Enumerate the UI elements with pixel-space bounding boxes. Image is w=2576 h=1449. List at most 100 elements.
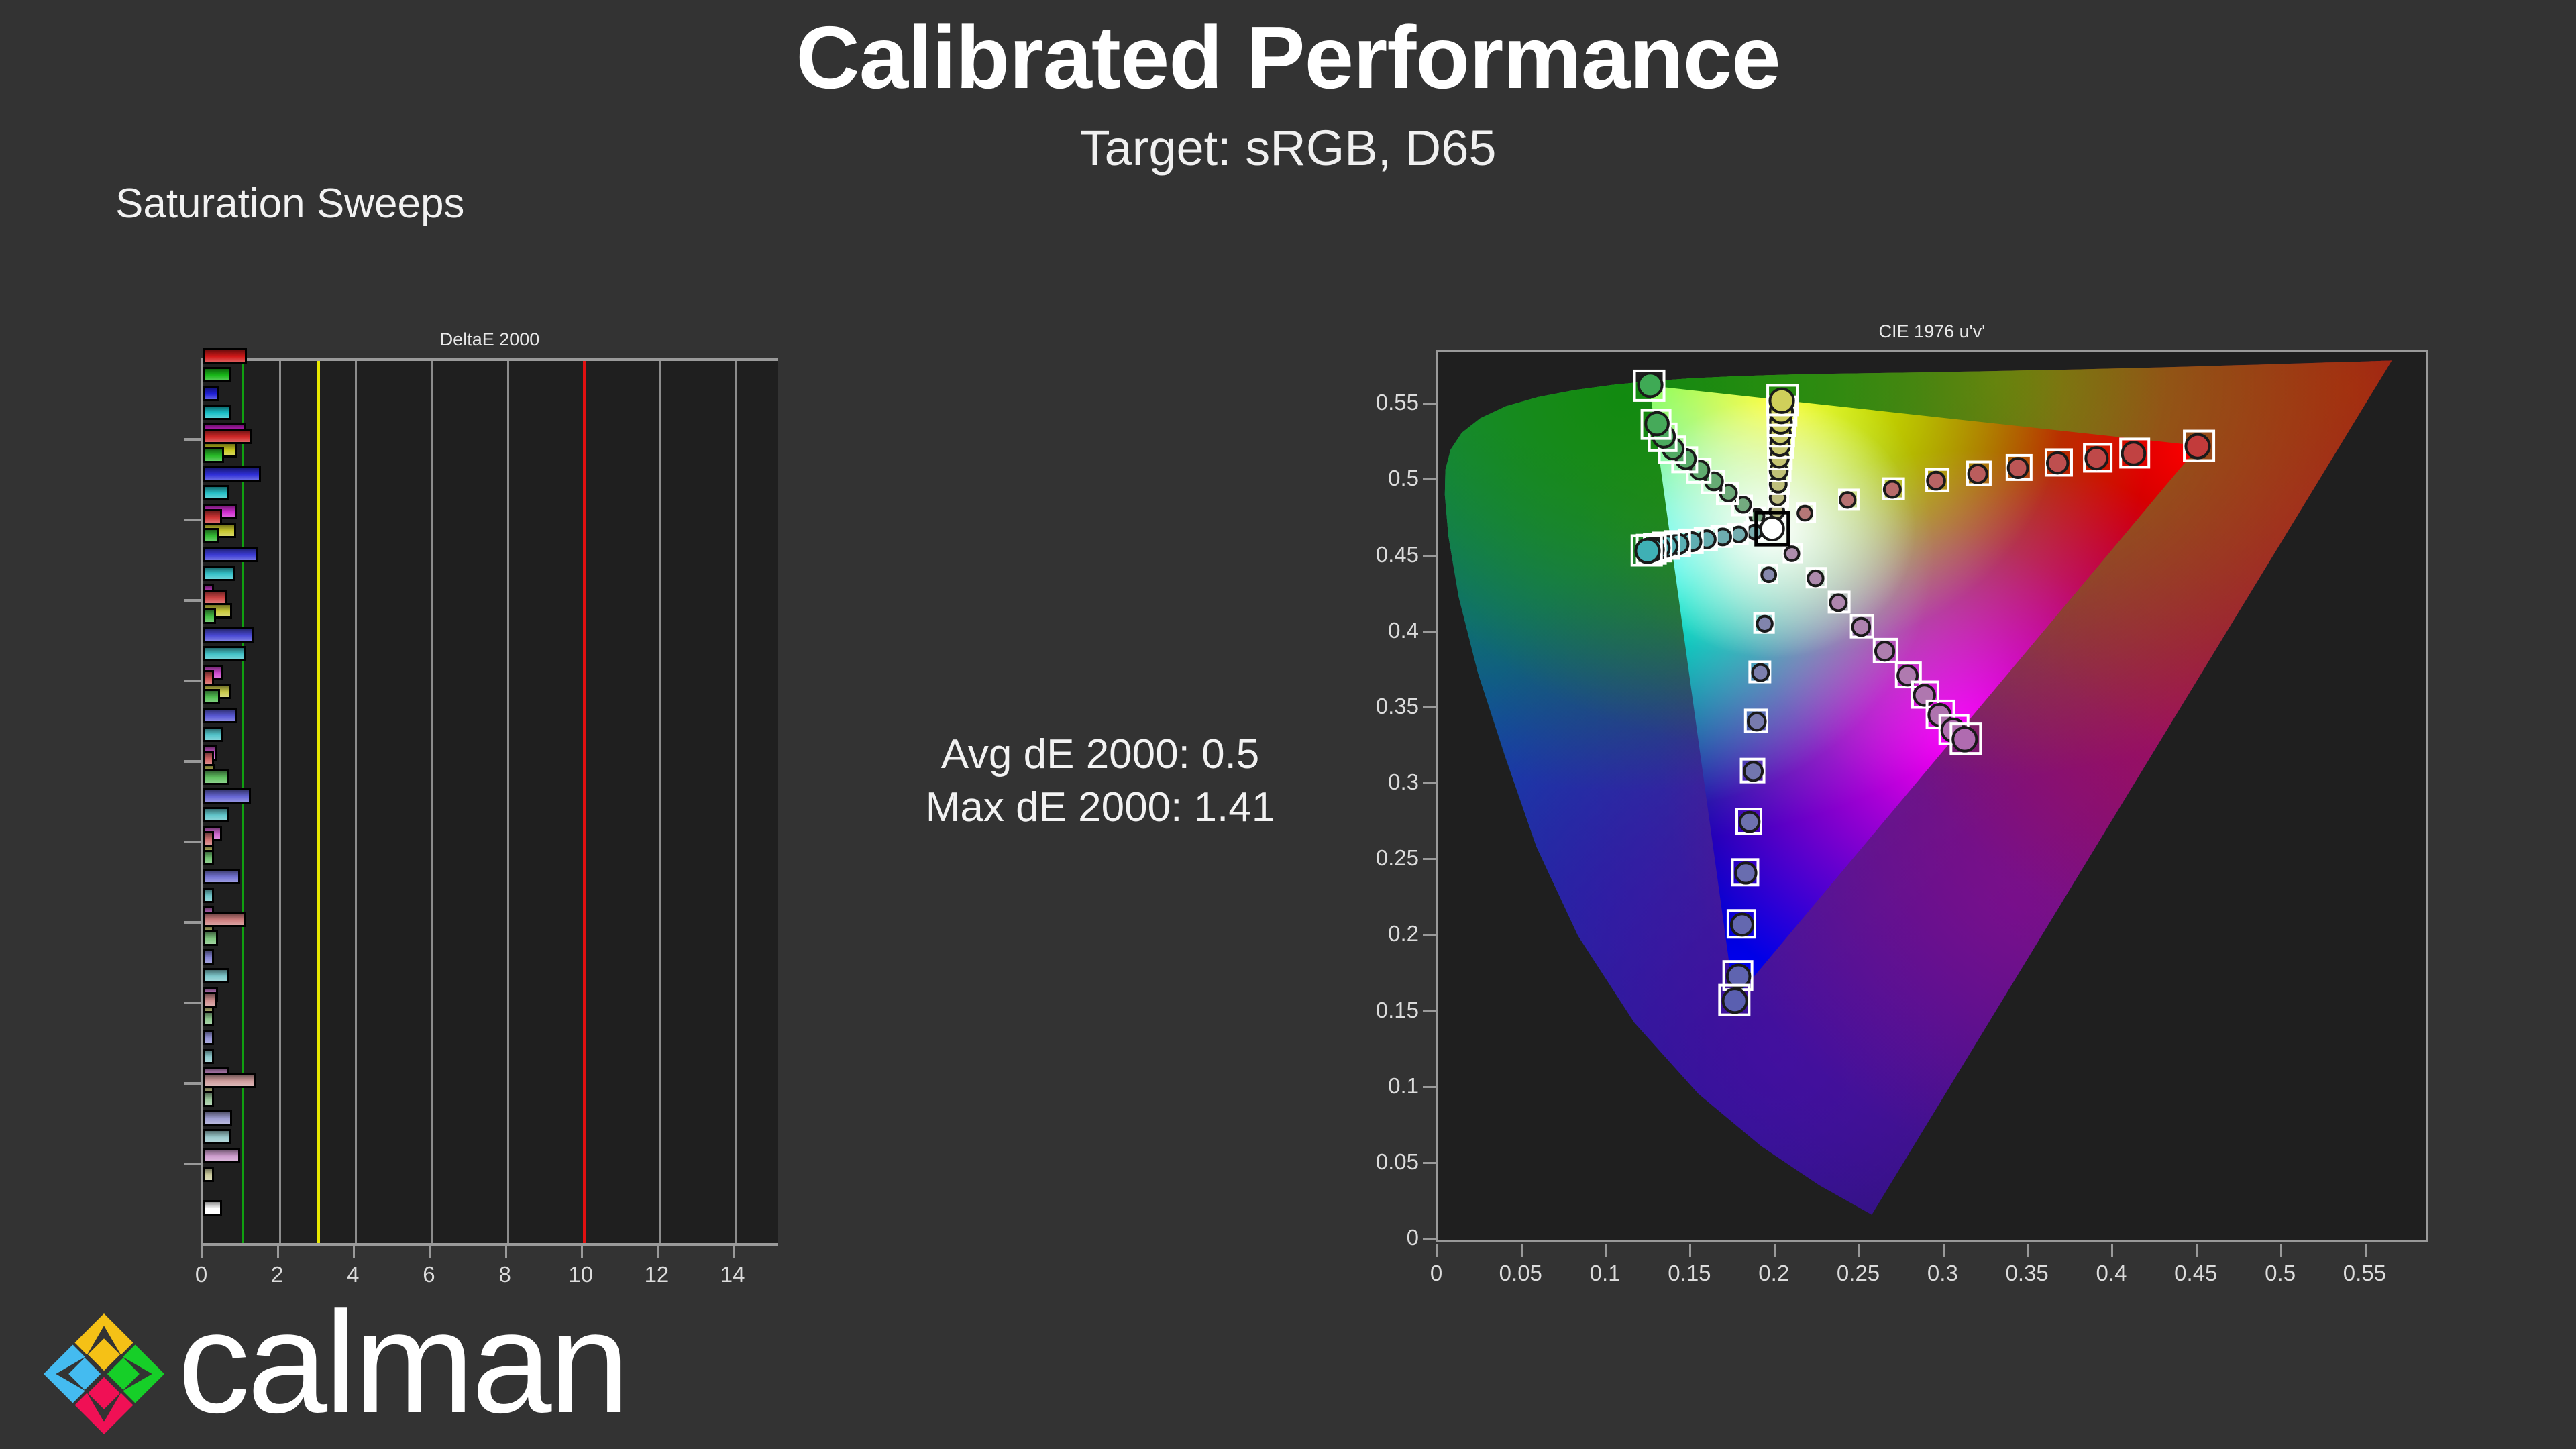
deltae-y-tick [184, 680, 201, 682]
deltae-bar [203, 849, 214, 865]
cie-x-tick [1774, 1244, 1776, 1257]
target-square [1872, 637, 1898, 663]
deltae-bar [203, 868, 241, 884]
logo-diamond-left [68, 1358, 101, 1390]
deltae-x-label: 2 [270, 1262, 284, 1287]
cie-x-label: 0 [1430, 1260, 1443, 1285]
cie-y-tick [1423, 782, 1436, 785]
deltae-x-label: 10 [568, 1262, 594, 1287]
deltae-x-tick [201, 1243, 203, 1258]
deltae-bar [203, 404, 231, 420]
cie-x-tick [2027, 1244, 2029, 1257]
cie-x-label: 0.35 [2005, 1260, 2049, 1285]
deltae-bar [203, 527, 219, 543]
measured-point [1768, 387, 1795, 414]
cie-x-label: 0.4 [2096, 1260, 2127, 1285]
deltae-bar [203, 769, 229, 785]
deltae-y-tick [184, 921, 201, 924]
cie-plot-area [1436, 350, 2428, 1242]
cie-y-tick [1423, 630, 1436, 633]
cie-y-tick [1423, 858, 1436, 861]
deltae-bar [203, 1048, 215, 1064]
deltae-y-tick [184, 519, 201, 521]
deltae-x-tick [429, 1243, 431, 1258]
measured-point [1896, 664, 1919, 687]
deltae-x-label: 8 [498, 1262, 511, 1287]
measured-point [1882, 480, 1902, 499]
logo-chevron-left [44, 1344, 85, 1403]
deltae-x-label: 14 [720, 1262, 745, 1287]
deltae-bar [203, 565, 235, 581]
measured-point [1967, 463, 1988, 485]
target-square [1726, 909, 1756, 939]
measured-point [1751, 663, 1770, 682]
cie-x-tick [2111, 1244, 2114, 1257]
cie-x-label: 0.1 [1589, 1260, 1621, 1285]
measured-point [1725, 963, 1752, 989]
measured-point [1734, 861, 1758, 885]
deltae-bar [203, 788, 251, 804]
measured-point [1729, 525, 1748, 543]
measured-point [1637, 372, 1664, 398]
deltae-bar [203, 1199, 222, 1216]
cie-y-label: 0.55 [1375, 390, 1419, 415]
deltae-bar [203, 887, 214, 903]
deltae-bar [203, 447, 225, 463]
cie-y-label: 0.1 [1388, 1073, 1419, 1098]
cie-x-tick [1520, 1244, 1523, 1257]
cie-x-tick [2364, 1244, 2367, 1257]
measured-point [1783, 545, 1801, 562]
deltae-bar [203, 1128, 231, 1144]
deltae-bar [203, 967, 229, 983]
measured-point [1689, 460, 1711, 481]
deltae-bar [203, 608, 216, 624]
deltae-bar [203, 466, 261, 482]
measured-point [2184, 433, 2211, 460]
measured-point [1913, 684, 1936, 707]
cie-x-tick [2196, 1244, 2198, 1257]
deltae-gridline [506, 361, 509, 1243]
sweep-markers [1630, 369, 2216, 1016]
cie-y-label: 0.2 [1388, 921, 1419, 947]
cie-x-tick [2280, 1244, 2283, 1257]
deltae-x-tick [580, 1243, 583, 1258]
target-square [2119, 437, 2151, 469]
deltae-y-tick [184, 599, 201, 602]
deltae-bar [203, 930, 219, 946]
cie-y-tick [1423, 1161, 1436, 1164]
cie-x-label: 0.45 [2174, 1260, 2218, 1285]
deltae-bar [203, 669, 214, 686]
target-square [1766, 384, 1799, 417]
deltae-y-tick [184, 841, 201, 843]
measured-point [2084, 446, 2109, 471]
target-square [1633, 369, 1666, 402]
measured-point [1951, 726, 1978, 753]
logo-chevron-bottom [74, 1393, 133, 1434]
measured-point [1738, 810, 1761, 833]
measured-point [1926, 470, 1946, 491]
deltae-bar [203, 1091, 214, 1107]
deltae-bar [203, 707, 237, 723]
cie-y-label: 0.4 [1388, 617, 1419, 643]
deltae-bar [203, 347, 248, 364]
deltae-x-tick [733, 1243, 735, 1258]
measured-point [1760, 566, 1778, 584]
deltae-y-tick [184, 760, 201, 763]
logo-diamond-right [107, 1358, 140, 1390]
deltae-plot-area [201, 347, 778, 1243]
cie-y-label: 0.15 [1375, 997, 1419, 1022]
deltae-bar [203, 1110, 232, 1126]
deltae-x-axis [201, 1243, 778, 1246]
cie-y-label: 0.05 [1375, 1148, 1419, 1174]
target-square [1743, 708, 1768, 733]
deltae-y-tick [184, 1002, 201, 1004]
deltae-bar [203, 949, 215, 965]
deltae-bar [203, 1072, 256, 1088]
deltae-bar [203, 645, 246, 661]
cie-y-tick [1423, 402, 1436, 405]
measured-point [2006, 457, 2029, 479]
calman-wordmark-text: calman [178, 1299, 627, 1443]
logo-diamond-top [88, 1338, 120, 1371]
target-square [2044, 448, 2073, 477]
